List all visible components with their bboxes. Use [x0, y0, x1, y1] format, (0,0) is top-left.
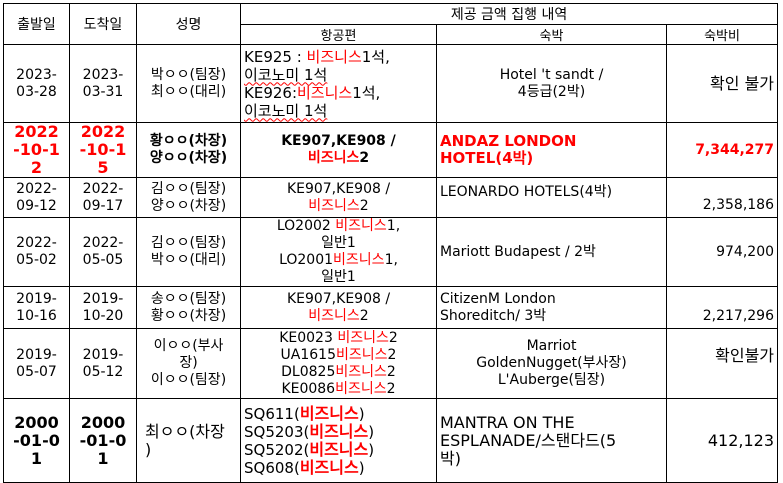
flight-line: SQ5202(비즈니스) [244, 439, 375, 459]
traveler-name: 양ㅇㅇ(차장) [150, 197, 227, 214]
departure-date: 2022-09-12 [16, 180, 57, 214]
expense-table: 출발일 도착일 성명 제공 금액 집행 내역 항공편 숙박 숙박비 2023-0… [3, 3, 779, 483]
table-row: 2000-01-01 2000-01-01 최ㅇㅇ(차장 ) SQ611(비즈니… [3, 398, 779, 483]
header-flight: 항공편 [240, 24, 437, 45]
arrival-date: 2022-10-15 [79, 122, 127, 177]
arrival-date: 2000-01-01 [79, 412, 127, 468]
table-row: 2023-03-28 2023-03-31 박ㅇㅇ(팀장) 최ㅇㅇ(대리) KE… [3, 44, 779, 123]
flight-line: 일반1 [321, 269, 356, 285]
table-row: 2022-09-12 2022-09-17 김ㅇㅇ(팀장) 양ㅇㅇ(차장) KE… [3, 177, 779, 218]
header-group: 제공 금액 집행 내역 [239, 3, 779, 25]
hotel-line: ANDAZ LONDON [440, 132, 577, 150]
departure-date: 2019-10-16 [16, 290, 57, 324]
traveler-name: 박ㅇㅇ(팀장) [150, 66, 227, 83]
traveler-name: 김ㅇㅇ(팀장) [150, 235, 227, 251]
flight-line: SQ608(비즈니스) [244, 457, 365, 477]
table-row: 2022-05-02 2022-05-05 김ㅇㅇ(팀장) 박ㅇㅇ(대리) LO… [3, 217, 779, 287]
departure-date: 2023-03-28 [16, 66, 57, 100]
traveler-name: 김ㅇㅇ(팀장) [150, 180, 227, 197]
hotel-line: 박) [440, 448, 461, 468]
header-departure: 출발일 [3, 3, 70, 45]
header-hotel: 숙박 [436, 24, 667, 45]
traveler-name: 최ㅇㅇ(대리) [150, 83, 227, 100]
hotel-line: MANTRA ON THE [440, 412, 575, 432]
traveler-name: 황ㅇㅇ(차장) [150, 307, 227, 324]
flight-line: SQ611(비즈니스) [244, 403, 365, 423]
departure-date: 2000-01-01 [13, 412, 60, 468]
hotel-line: CitizenM London [440, 290, 556, 307]
flight-line: 비즈니스2 [308, 197, 369, 214]
hotel-line: HOTEL(4박) [440, 149, 534, 167]
lodging-cost: 412,123 [665, 398, 779, 483]
table-row: 2019-05-07 2019-05-12 이ㅇㅇ(부사 장) 이ㅇㅇ(팀장) … [3, 328, 779, 399]
hotel-line: Shoreditch/ 3박 [440, 307, 547, 324]
flight-line: 이코노미 1석 [244, 101, 328, 120]
flight-line: 이코노미 1석 [244, 65, 328, 84]
traveler-name: 박ㅇㅇ(대리) [150, 252, 227, 268]
flight-line: DL0825비즈니스2 [281, 363, 396, 380]
lodging-cost: 974,200 [665, 217, 779, 287]
header-name: 성명 [136, 3, 241, 45]
flight-line: 일반1 [321, 235, 356, 251]
lodging-cost: 7,344,277 [665, 122, 779, 178]
lodging-cost: 2,358,186 [665, 177, 779, 218]
header-arrival: 도착일 [69, 3, 137, 45]
hotel-line: Hotel 't sandt / [499, 66, 604, 83]
traveler-name: 이ㅇㅇ(팀장) [150, 372, 227, 388]
traveler-name: 양ㅇㅇ(차장) [149, 150, 228, 166]
traveler-name: 최ㅇㅇ(차장 [145, 421, 225, 441]
arrival-date: 2023-03-31 [82, 66, 124, 100]
flight-line: KE907,KE908 / [286, 290, 391, 307]
traveler-name: ) [145, 439, 152, 459]
flight-line: 비즈니스2 [307, 150, 370, 166]
hotel-line: GoldenNugget(부사장) [476, 355, 627, 371]
arrival-date: 2022-09-17 [82, 180, 124, 214]
departure-date: 2022-05-02 [16, 235, 57, 268]
flight-line: KE925 : 비즈니스1석, [244, 47, 390, 66]
flight-line: KE926:비즈니스1석, [244, 83, 381, 102]
flight-line: 비즈니스2 [308, 307, 369, 324]
table-row: 2022-10-12 2022-10-15 황ㅇㅇ(차장) 양ㅇㅇ(차장) KE… [3, 122, 779, 178]
arrival-date: 2019-10-20 [82, 290, 124, 324]
flight-line: SQ5203(비즈니스) [244, 421, 375, 441]
flight-line: LO2002 비즈니스1, [276, 218, 401, 235]
departure-date: 2022-10-12 [13, 122, 60, 177]
traveler-name: 황ㅇㅇ(차장) [149, 133, 228, 149]
hotel-line: Mariott Budapest / 2박 [440, 243, 596, 260]
lodging-cost: 2,217,296 [665, 286, 779, 329]
flight-line: KE0023 비즈니스2 [279, 329, 398, 346]
table-row: 2019-10-16 2019-10-20 송ㅇㅇ(팀장) 황ㅇㅇ(차장) KE… [3, 286, 779, 329]
flight-line: UA1615비즈니스2 [280, 346, 397, 363]
hotel-line: LEONARDO HOTELS(4박) [440, 184, 613, 200]
lodging-cost: 확인 불가 [665, 44, 779, 123]
flight-line: KE0086비즈니스2 [281, 380, 396, 397]
flight-line: KE907,KE908 / [286, 180, 391, 197]
traveler-name: 장) [179, 355, 198, 371]
arrival-date: 2019-05-12 [82, 346, 124, 380]
header-cost: 숙박비 [665, 24, 779, 45]
traveler-name: 송ㅇㅇ(팀장) [150, 290, 227, 307]
hotel-line: L'Auberge(팀장) [497, 372, 606, 388]
traveler-name: 이ㅇㅇ(부사 [153, 338, 224, 354]
hotel-line: 4등급(2박) [517, 83, 586, 100]
lodging-cost: 확인불가 [665, 328, 779, 399]
flight-line: KE907,KE908 / [281, 133, 396, 149]
hotel-line: ESPLANADE/스탠다드(5 [440, 430, 617, 450]
departure-date: 2019-05-07 [16, 346, 57, 380]
hotel-line: Marriot [526, 338, 577, 354]
arrival-date: 2022-05-05 [82, 235, 124, 268]
flight-line: LO2001비즈니스1, [279, 252, 398, 268]
